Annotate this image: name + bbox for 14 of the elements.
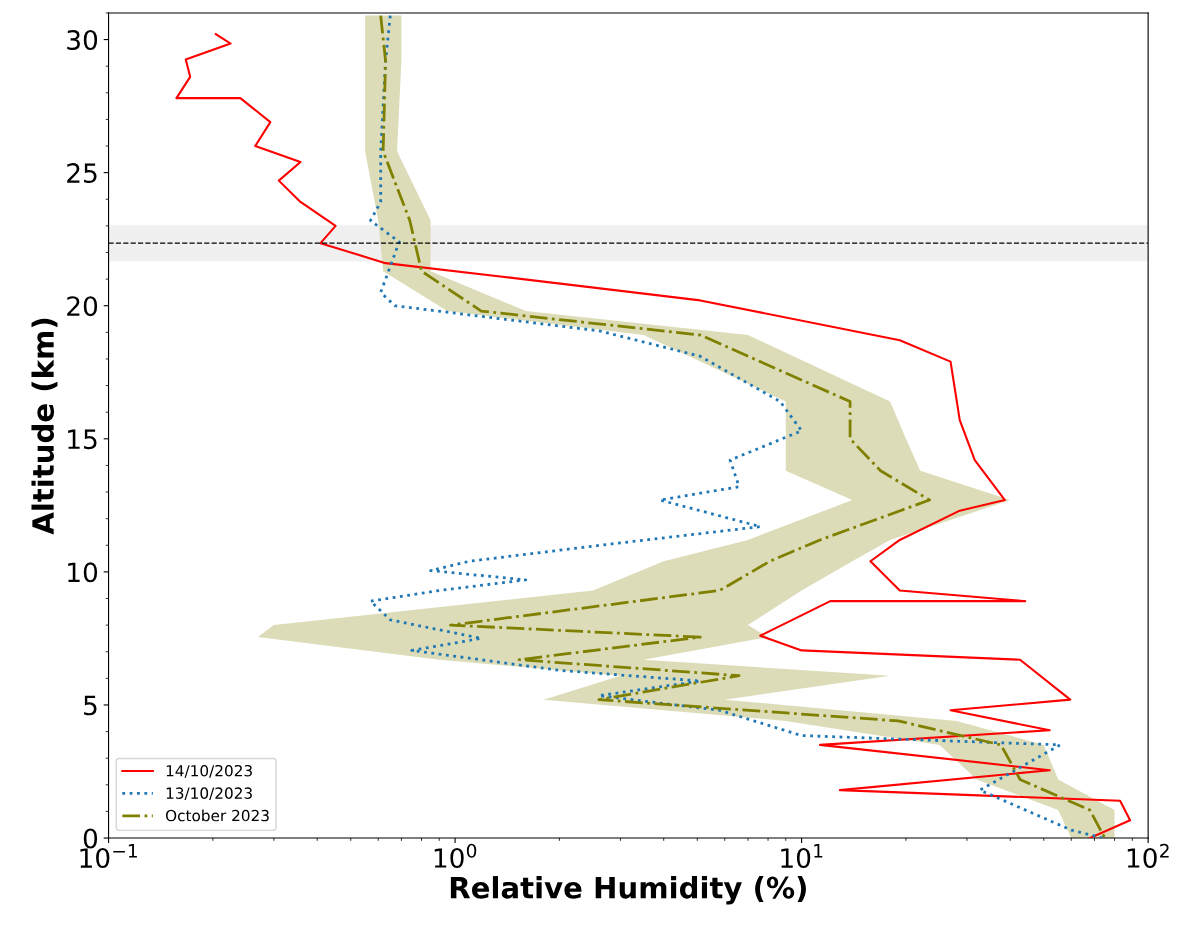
x-tick-label: 10$^{1}$ bbox=[781, 844, 823, 869]
legend-label: October 2023 bbox=[165, 809, 269, 822]
x-tick-label: 10$^{0}$ bbox=[434, 843, 477, 868]
y-tick-label: 15 bbox=[68, 429, 97, 450]
legend-label: 14/10/2023 bbox=[166, 764, 252, 778]
y-axis-title: Altitude (km) bbox=[31, 318, 58, 535]
x-tick-label: 10$^{2}$ bbox=[1127, 843, 1169, 868]
y-tick-label: 5 bbox=[84, 695, 97, 716]
y-tick-label: 20 bbox=[67, 296, 98, 317]
x-axis-title: Relative Humidity (%) bbox=[450, 876, 806, 905]
legend-label: 13/10/2023 bbox=[166, 787, 252, 801]
y-tick-label: 10 bbox=[68, 562, 98, 583]
y-tick-label: 25 bbox=[67, 163, 97, 184]
y-tick-label: 30 bbox=[67, 30, 98, 50]
